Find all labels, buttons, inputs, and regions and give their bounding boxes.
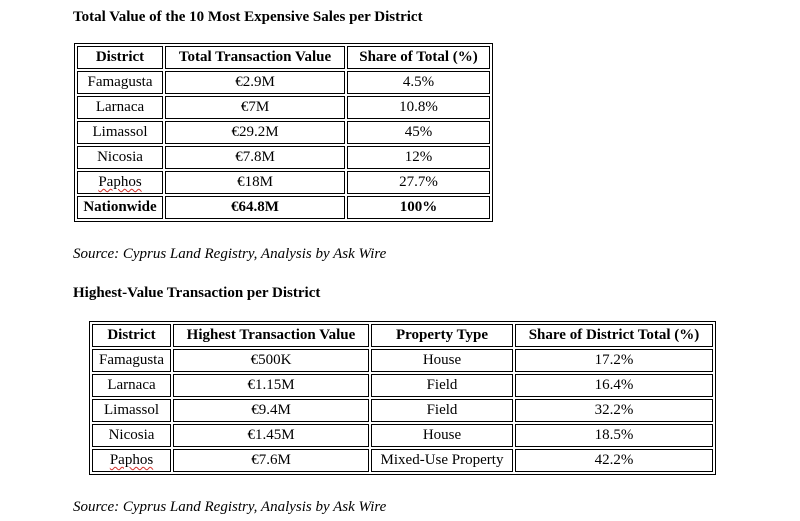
total-share-cell: 100% [347, 196, 490, 219]
header-share-of-district-total: Share of District Total (%) [515, 324, 713, 347]
district-cell: Limassol [77, 121, 163, 144]
value-cell: €2.9M [165, 71, 345, 94]
table-row: Limassol €9.4M Field 32.2% [92, 399, 713, 422]
header-district: District [92, 324, 171, 347]
value-cell: €1.45M [173, 424, 369, 447]
district-cell: Paphos [92, 449, 171, 472]
share-cell: 12% [347, 146, 490, 169]
district-cell: Larnaca [92, 374, 171, 397]
district-cell: Paphos [77, 171, 163, 194]
property-type-cell: Mixed-Use Property [371, 449, 513, 472]
value-cell: €18M [165, 171, 345, 194]
table-row: Larnaca €1.15M Field 16.4% [92, 374, 713, 397]
property-type-cell: Field [371, 399, 513, 422]
spellcheck-word: Paphos [109, 452, 154, 468]
table-row: Paphos €7.6M Mixed-Use Property 42.2% [92, 449, 713, 472]
value-cell: €1.15M [173, 374, 369, 397]
table2-source: Source: Cyprus Land Registry, Analysis b… [73, 499, 387, 515]
table1-title: Total Value of the 10 Most Expensive Sal… [73, 9, 423, 25]
header-property-type: Property Type [371, 324, 513, 347]
value-cell: €7M [165, 96, 345, 119]
value-cell: €29.2M [165, 121, 345, 144]
table-row: Limassol €29.2M 45% [77, 121, 490, 144]
table-header-row: District Total Transaction Value Share o… [77, 46, 490, 69]
share-cell: 10.8% [347, 96, 490, 119]
header-district: District [77, 46, 163, 69]
district-cell: Famagusta [92, 349, 171, 372]
table2-title: Highest-Value Transaction per District [73, 285, 321, 301]
table1-source: Source: Cyprus Land Registry, Analysis b… [73, 246, 387, 262]
total-value-cell: €64.8M [165, 196, 345, 219]
district-cell: Nicosia [77, 146, 163, 169]
table-row: Larnaca €7M 10.8% [77, 96, 490, 119]
share-cell: 4.5% [347, 71, 490, 94]
district-total-value-table: District Total Transaction Value Share o… [74, 43, 493, 222]
table-row: Nicosia €1.45M House 18.5% [92, 424, 713, 447]
header-highest-transaction-value: Highest Transaction Value [173, 324, 369, 347]
property-type-cell: Field [371, 374, 513, 397]
value-cell: €9.4M [173, 399, 369, 422]
share-cell: 27.7% [347, 171, 490, 194]
district-cell: Famagusta [77, 71, 163, 94]
value-cell: €500K [173, 349, 369, 372]
table-row: Famagusta €500K House 17.2% [92, 349, 713, 372]
value-cell: €7.8M [165, 146, 345, 169]
table-row: Paphos €18M 27.7% [77, 171, 490, 194]
table-row: Famagusta €2.9M 4.5% [77, 71, 490, 94]
total-row: Nationwide €64.8M 100% [77, 196, 490, 219]
share-cell: 32.2% [515, 399, 713, 422]
property-type-cell: House [371, 349, 513, 372]
highest-value-transaction-table: District Highest Transaction Value Prope… [89, 321, 716, 475]
property-type-cell: House [371, 424, 513, 447]
total-label-cell: Nationwide [77, 196, 163, 219]
value-cell: €7.6M [173, 449, 369, 472]
header-total-transaction-value: Total Transaction Value [165, 46, 345, 69]
share-cell: 16.4% [515, 374, 713, 397]
district-cell: Larnaca [77, 96, 163, 119]
share-cell: 42.2% [515, 449, 713, 472]
header-share-of-total: Share of Total (%) [347, 46, 490, 69]
spellcheck-word: Paphos [98, 174, 142, 190]
share-cell: 17.2% [515, 349, 713, 372]
table-header-row: District Highest Transaction Value Prope… [92, 324, 713, 347]
share-cell: 45% [347, 121, 490, 144]
district-cell: Nicosia [92, 424, 171, 447]
district-cell: Limassol [92, 399, 171, 422]
table-row: Nicosia €7.8M 12% [77, 146, 490, 169]
share-cell: 18.5% [515, 424, 713, 447]
